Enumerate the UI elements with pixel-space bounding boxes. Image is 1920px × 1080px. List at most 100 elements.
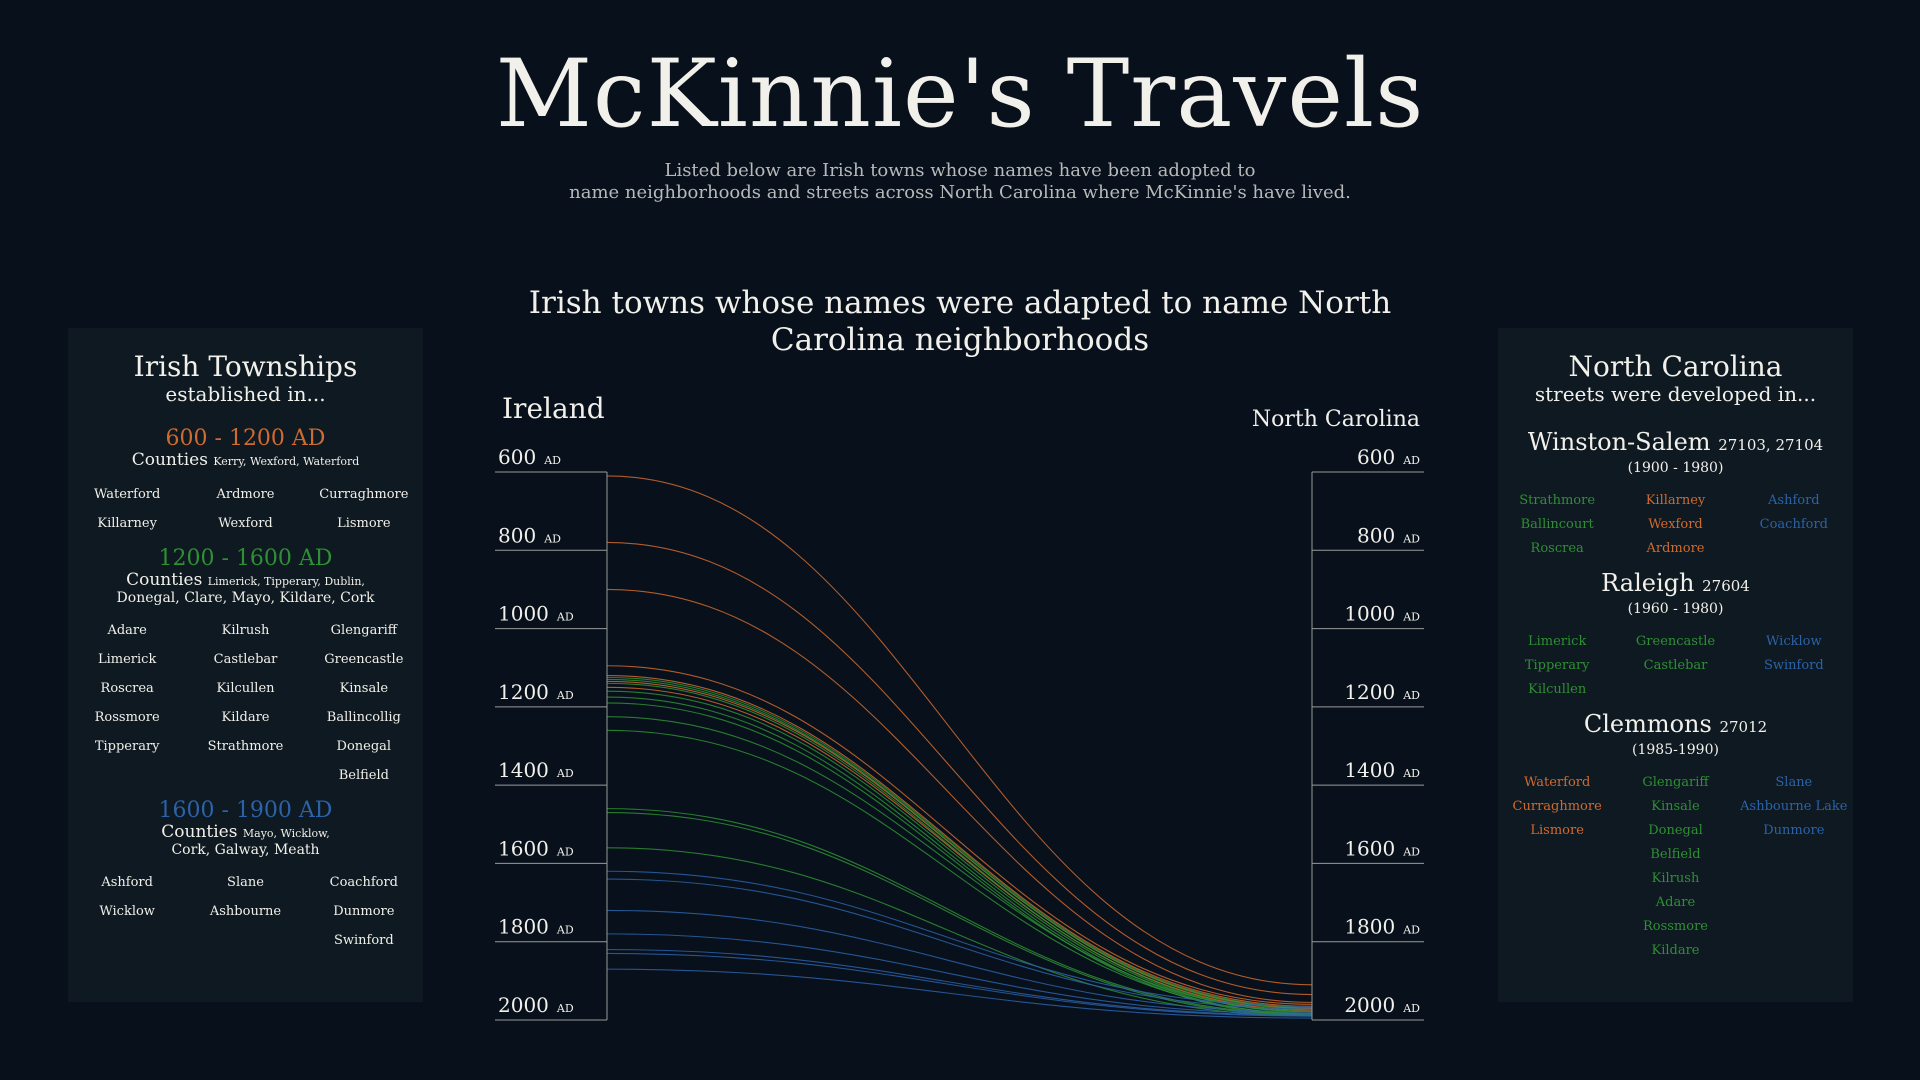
right-tick-label: 1000 AD (1344, 602, 1420, 626)
street-name: Rossmore (1642, 919, 1708, 934)
right-tick-label: 800 AD (1357, 523, 1420, 547)
town-name: Killarney (97, 516, 157, 531)
street-name: Tipperary (1524, 658, 1590, 673)
irish-townships-panel: Irish Townships established in... 600 - … (68, 328, 423, 1002)
tick-value: 1000 (498, 602, 549, 626)
street-name: Castlebar (1643, 658, 1708, 673)
town-name: Swinford (333, 933, 394, 948)
town-name: Kilcullen (216, 681, 275, 696)
series-line (606, 686, 1313, 1011)
street-name: Kildare (1651, 943, 1700, 958)
city-zip: 27604 (1702, 577, 1750, 595)
street-name: Coachford (1759, 517, 1828, 532)
town-name: Kilrush (221, 623, 270, 638)
street-name: Limerick (1527, 634, 1587, 649)
tick-unit: AD (556, 1002, 574, 1015)
series-line (606, 682, 1313, 1012)
series-line (606, 948, 1313, 1016)
street-name: Adare (1655, 895, 1696, 910)
era-block: 600 - 1200 AD Counties Kerry, Wexford, Wa… (68, 426, 423, 538)
city-zip: 27103, 27104 (1718, 436, 1824, 454)
tick-unit: AD (1402, 1002, 1420, 1015)
irish-panel-subtitle: established in... (165, 382, 326, 406)
street-name: Greencastle (1635, 634, 1716, 649)
tick-unit: AD (556, 924, 574, 937)
series-line (606, 808, 1313, 1015)
street-name: Dunmore (1763, 823, 1825, 838)
street-name: Roscrea (1530, 541, 1584, 556)
subtitle-line-1: Listed below are Irish towns whose names… (664, 160, 1256, 181)
left-tick-label: 1000 AD (498, 602, 574, 626)
counties-list: Kerry, Wexford, Waterford (213, 455, 360, 468)
series-line (606, 588, 1313, 1003)
tick-value: 800 (1357, 523, 1395, 547)
ireland-axis-label: Ireland (502, 392, 605, 425)
page-subtitle: Listed below are Irish towns whose names… (0, 160, 1920, 204)
tick-unit: AD (543, 454, 561, 467)
tick-value: 1200 (1344, 680, 1395, 704)
city-streets: Waterford Curraghmore Lismore Glengariff Kin… (1498, 771, 1853, 963)
era-counties: Counties Mayo, Wicklow, (68, 824, 423, 842)
town-name: Greencastle (324, 652, 404, 667)
town-name: Castlebar (213, 652, 278, 667)
north-carolina-axis-label: North Carolina (1252, 407, 1420, 432)
tick-value: 2000 (498, 993, 549, 1017)
era-range: 1200 - 1600 AD (158, 546, 333, 571)
series-line (606, 811, 1313, 1016)
left-tick-label: 1200 AD (498, 680, 574, 704)
series-line (606, 909, 1313, 1013)
city-block: Raleigh 27604 (1960 - 1980) Limerick Tipper… (1498, 569, 1853, 702)
town-name: Waterford (94, 487, 161, 502)
town-name: Coachford (329, 875, 398, 890)
era-counties: Counties Limerick, Tipperary, Dublin, (68, 572, 423, 590)
street-column: Strathmore Ballincourt Roscrea (1498, 489, 1616, 561)
series-line (606, 952, 1313, 1017)
counties-label: Counties (161, 822, 243, 842)
street-name: Belfield (1650, 847, 1701, 862)
street-column: Ashford Coachford (1735, 489, 1853, 561)
street-name: Curraghmore (1512, 799, 1602, 814)
street-name: Lismore (1530, 823, 1584, 838)
counties-list: Mayo, Wicklow, (242, 827, 330, 840)
tick-unit: AD (556, 845, 574, 858)
city-years: (1960 - 1980) (1627, 601, 1724, 617)
era-list: 600 - 1200 AD Counties Kerry, Wexford, Wa… (68, 426, 423, 955)
city-name: Winston-Salem 27103, 27104 (1498, 428, 1853, 459)
right-tick-label: 1200 AD (1344, 680, 1420, 704)
town-name: Kildare (221, 710, 270, 725)
town-name: Limerick (97, 652, 157, 667)
town-name: Adare (107, 623, 147, 638)
tick-value: 2000 (1344, 993, 1395, 1017)
nc-panel-subtitle: streets were developed in... (1534, 382, 1817, 406)
town-name: Glengariff (330, 623, 397, 638)
series-line (606, 716, 1313, 1012)
series-line (606, 475, 1313, 986)
series-line (606, 870, 1313, 1007)
tick-unit: AD (556, 689, 574, 702)
series-line (606, 674, 1313, 1007)
left-tick-label: 1800 AD (498, 915, 574, 939)
town-name: Roscrea (100, 681, 154, 696)
tick-value: 1600 (498, 836, 549, 860)
street-name: Swinford (1763, 658, 1824, 673)
tick-value: 1000 (1344, 602, 1395, 626)
tick-unit: AD (1402, 611, 1420, 624)
town-name: Rossmore (94, 710, 160, 725)
street-name: Wexford (1648, 517, 1703, 532)
tick-unit: AD (1402, 924, 1420, 937)
north-carolina-panel: North Carolina streets were developed in… (1498, 328, 1853, 1002)
era-towns: Adare Kilrush Glengariff Limerick Castlebar G… (68, 616, 423, 790)
tick-value: 1800 (498, 915, 549, 939)
street-name: Killarney (1645, 493, 1706, 508)
left-tick-label: 800 AD (498, 523, 561, 547)
irish-panel-title: Irish Townships (133, 350, 358, 383)
left-tick-label: 1400 AD (498, 758, 574, 782)
tick-unit: AD (543, 532, 561, 545)
right-tick-label: 1400 AD (1344, 758, 1420, 782)
series-line (606, 690, 1313, 1013)
street-name: Ardmore (1646, 541, 1705, 556)
street-column: Killarney Wexford Ardmore (1616, 489, 1734, 561)
street-column: Wicklow Swinford (1735, 630, 1853, 702)
street-name: Kinsale (1651, 799, 1700, 814)
